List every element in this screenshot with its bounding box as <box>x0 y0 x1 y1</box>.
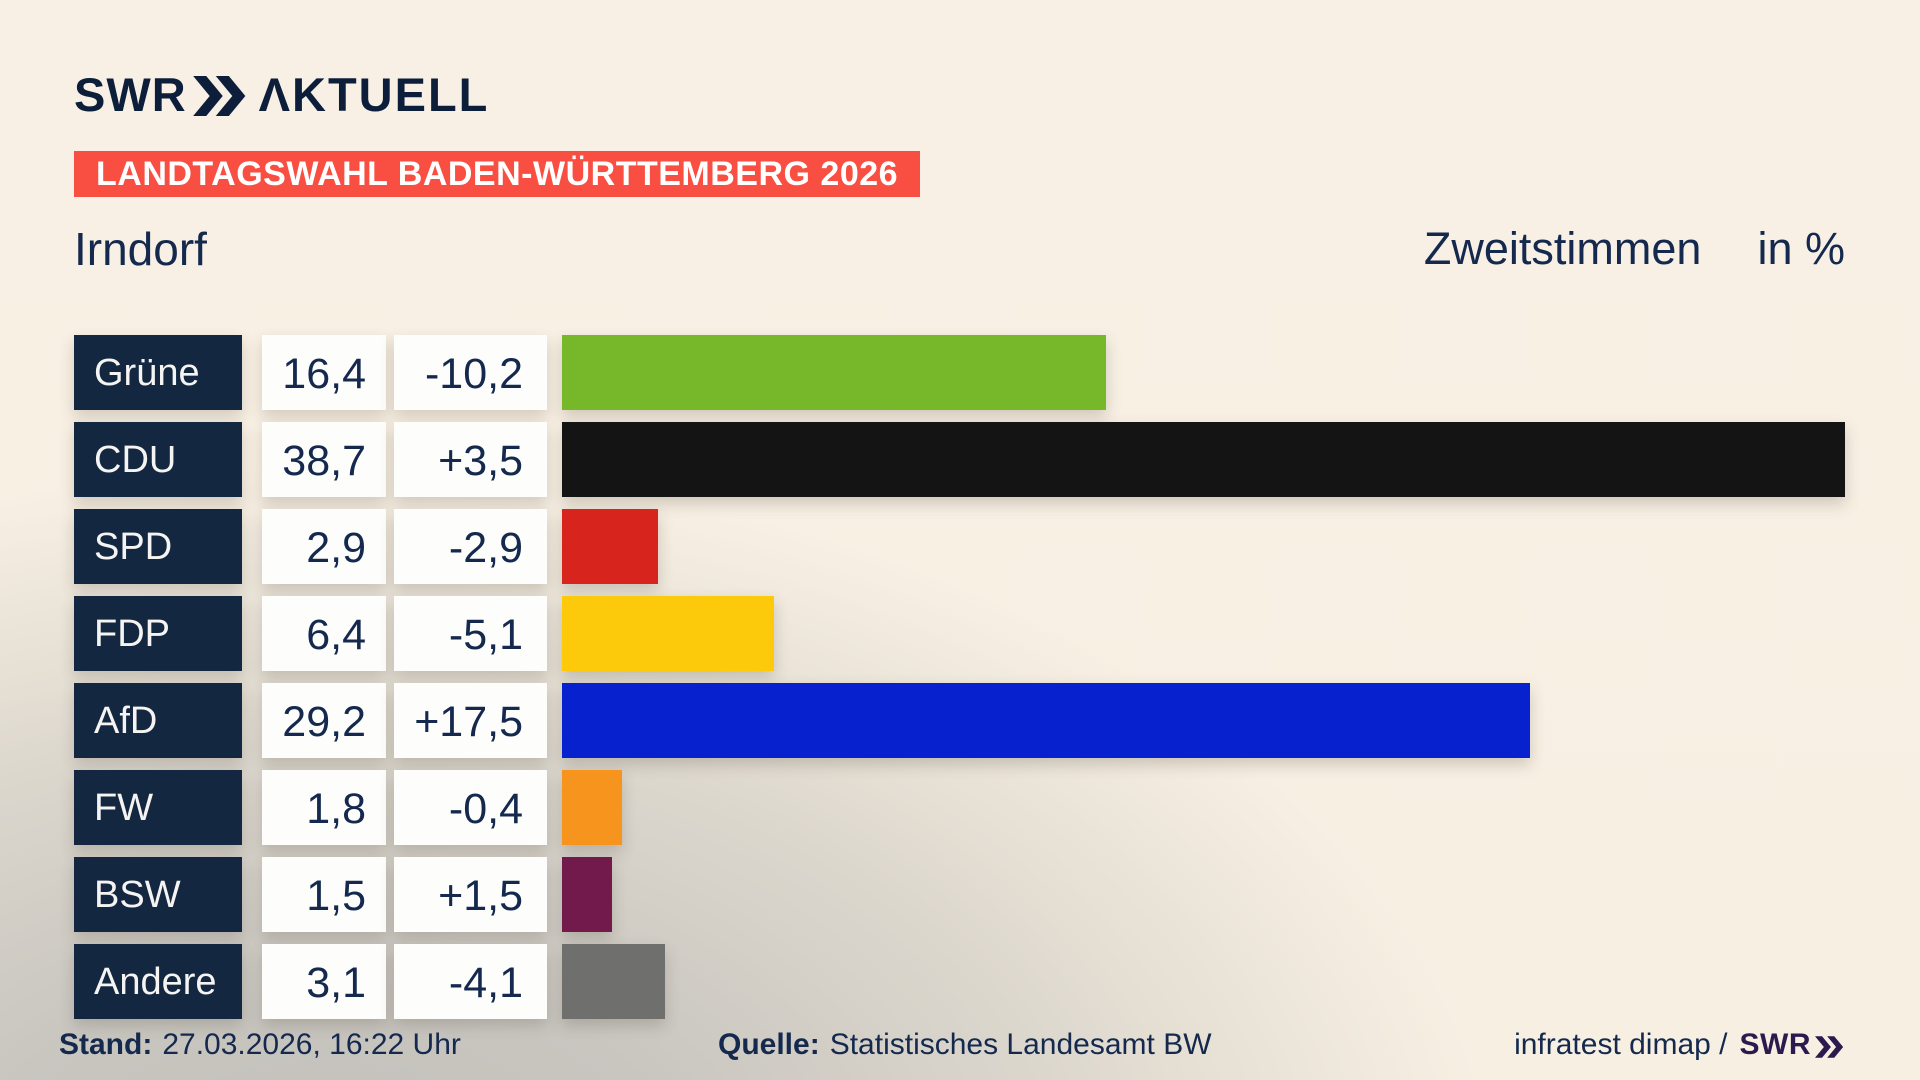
municipality-title: Irndorf <box>74 223 207 275</box>
value-cell: 3,1 <box>262 944 386 1019</box>
stand-value: 27.03.2026, 16:22 Uhr <box>162 1028 461 1061</box>
value-cell: 1,5 <box>262 857 386 932</box>
party-label: AfD <box>74 683 242 758</box>
stand-info: Stand: 27.03.2026, 16:22 Uhr <box>59 1026 461 1064</box>
change-cell: -10,2 <box>394 335 547 410</box>
party-label: BSW <box>74 857 242 932</box>
value-cell: 1,8 <box>262 770 386 845</box>
chart-row: AfD 29,2 +17,5 <box>74 683 1845 758</box>
party-label: Grüne <box>74 335 242 410</box>
result-bar <box>562 857 612 932</box>
change-cell: -4,1 <box>394 944 547 1019</box>
value-cell: 2,9 <box>262 509 386 584</box>
change-cell: -5,1 <box>394 596 547 671</box>
unit-label: in % <box>1757 223 1845 274</box>
value-cell: 29,2 <box>262 683 386 758</box>
election-banner: LANDTAGSWAHL BADEN-WÜRTTEMBERG 2026 <box>74 151 921 197</box>
credit-swr-chevrons-icon <box>1815 1035 1844 1058</box>
chart-rows: Grüne 16,4 -10,2 CDU 38,7 +3,5 SPD 2,9 -… <box>74 335 1845 1031</box>
result-bar <box>562 770 622 845</box>
party-label: CDU <box>74 422 242 497</box>
chart-row: SPD 2,9 -2,9 <box>74 509 1845 584</box>
party-label: SPD <box>74 509 242 584</box>
title-row: Irndorf Zweitstimmen in % <box>74 223 1845 275</box>
result-bar <box>562 683 1530 758</box>
change-cell: -2,9 <box>394 509 547 584</box>
change-cell: -0,4 <box>394 770 547 845</box>
value-cell: 16,4 <box>262 335 386 410</box>
value-cell: 6,4 <box>262 596 386 671</box>
measure-title: Zweitstimmen in % <box>1424 224 1845 274</box>
change-cell: +1,5 <box>394 857 547 932</box>
credit-info: infratest dimap / SWR <box>1514 1026 1845 1064</box>
party-label: FDP <box>74 596 242 671</box>
change-cell: +3,5 <box>394 422 547 497</box>
swr-logo-text: SWR <box>74 68 187 121</box>
chart-row: Grüne 16,4 -10,2 <box>74 335 1845 410</box>
aktuell-logo-text: ΛKTUELL <box>258 68 490 121</box>
chart-row: Andere 3,1 -4,1 <box>74 944 1845 1019</box>
measure-label: Zweitstimmen <box>1423 223 1702 274</box>
value-cell: 38,7 <box>262 422 386 497</box>
result-bar <box>562 944 665 1019</box>
result-bar <box>562 335 1106 410</box>
swr-chevrons-icon <box>192 76 246 116</box>
swr-aktuell-logo: SWR ΛKTUELL <box>74 68 490 121</box>
chart-row: FW 1,8 -0,4 <box>74 770 1845 845</box>
chart-row: BSW 1,5 +1,5 <box>74 857 1845 932</box>
source-label: Quelle: <box>718 1028 820 1061</box>
result-bar <box>562 509 658 584</box>
credit-text: infratest dimap / <box>1514 1028 1728 1061</box>
change-cell: +17,5 <box>394 683 547 758</box>
result-bar <box>562 422 1845 497</box>
party-label: Andere <box>74 944 242 1019</box>
credit-swr-logo: SWR <box>1739 1028 1811 1061</box>
party-label: FW <box>74 770 242 845</box>
source-value: Statistisches Landesamt BW <box>829 1028 1212 1061</box>
stand-label: Stand: <box>59 1028 153 1061</box>
result-bar <box>562 596 774 671</box>
chart-row: CDU 38,7 +3,5 <box>74 422 1845 497</box>
footer: Stand: 27.03.2026, 16:22 Uhr Quelle: Stati… <box>0 1026 1920 1066</box>
chart-row: FDP 6,4 -5,1 <box>74 596 1845 671</box>
source-info: Quelle: Statistisches Landesamt BW <box>718 1026 1212 1064</box>
